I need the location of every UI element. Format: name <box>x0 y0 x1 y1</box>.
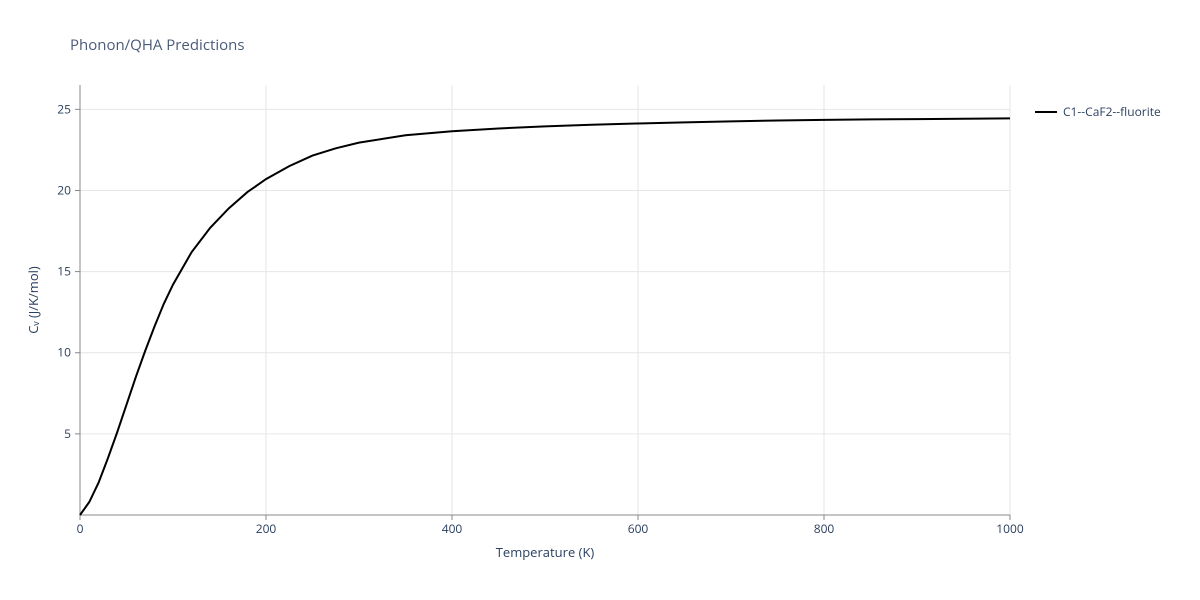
legend-label: C1--CaF2--fluorite <box>1063 103 1161 120</box>
svg-text:400: 400 <box>442 520 463 537</box>
y-axis-title: Cᵥ (J/K/mol) <box>24 266 42 334</box>
x-tick-labels: 0 200 400 600 800 1000 <box>77 520 1024 537</box>
chart-canvas: 0 200 400 600 800 1000 5 10 15 20 25 Temperature … <box>0 0 1200 600</box>
chart-grid <box>80 85 1010 515</box>
chart-series <box>80 118 1010 515</box>
svg-text:5: 5 <box>64 425 71 442</box>
svg-text:200: 200 <box>256 520 277 537</box>
y-tick-labels: 5 10 15 20 25 <box>57 100 71 442</box>
svg-text:0: 0 <box>77 520 84 537</box>
x-axis-title: Temperature (K) <box>496 543 595 561</box>
svg-text:20: 20 <box>57 181 71 198</box>
svg-text:15: 15 <box>57 263 71 280</box>
legend-swatch <box>1035 111 1057 113</box>
svg-text:800: 800 <box>814 520 835 537</box>
svg-text:600: 600 <box>628 520 649 537</box>
series-C1--CaF2--fluorite <box>80 118 1010 515</box>
svg-text:1000: 1000 <box>996 520 1024 537</box>
chart-axes <box>75 85 1010 520</box>
svg-text:25: 25 <box>57 100 71 117</box>
legend: C1--CaF2--fluorite <box>1035 103 1161 120</box>
svg-text:10: 10 <box>57 344 71 361</box>
